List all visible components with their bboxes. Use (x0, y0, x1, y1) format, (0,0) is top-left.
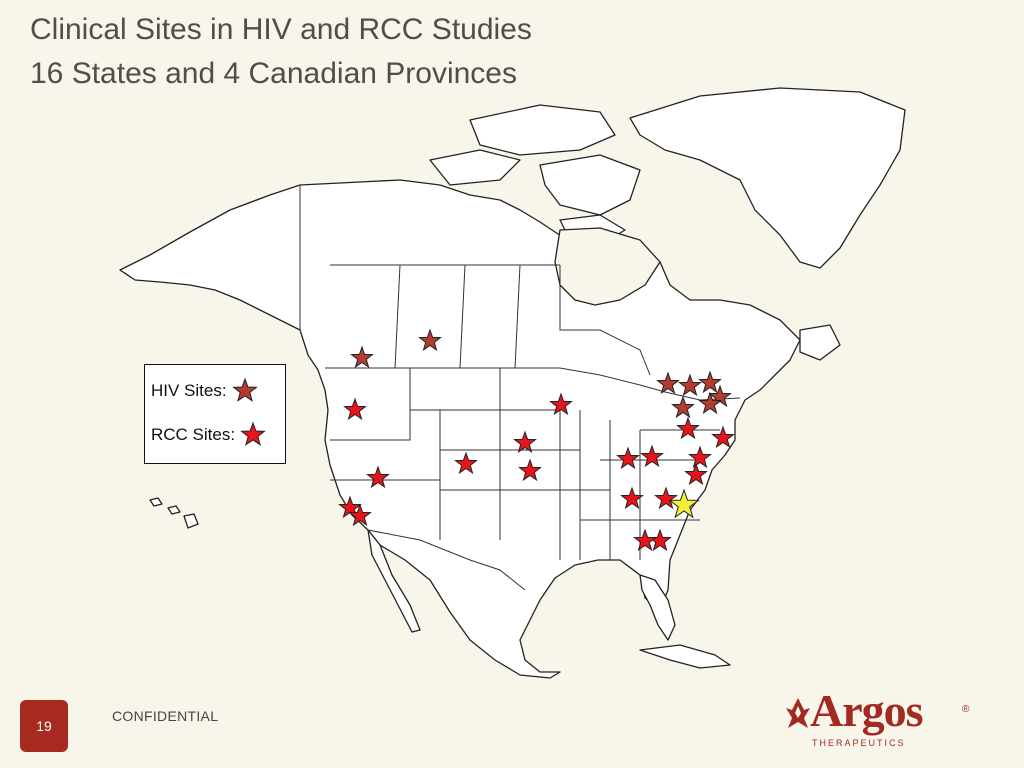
logo-registered-mark: ® (962, 704, 970, 715)
page-number-badge: 19 (20, 700, 68, 752)
arctic-island (469, 104, 616, 156)
greenland-landmass (629, 87, 906, 269)
rcc-site-marker (348, 503, 372, 527)
hudson-bay (554, 227, 661, 306)
rcc-site-marker (640, 444, 664, 468)
confidential-label: CONFIDENTIAL (112, 708, 219, 724)
logo-tagline: THERAPEUTICS (812, 738, 906, 748)
rcc-site-marker (633, 528, 657, 552)
hawaii-island (167, 505, 181, 515)
hiv-star-icon-shape (231, 377, 258, 402)
hiv-star-icon (231, 377, 258, 402)
newfoundland-island (799, 324, 841, 361)
arctic-island (539, 154, 641, 216)
company-logo: Argos ® THERAPEUTICS (780, 685, 980, 756)
legend-hiv-label: HIV Sites: (151, 381, 227, 400)
title-line-1: Clinical Sites in HIV and RCC Studies (30, 13, 532, 46)
hiv-site-marker (418, 328, 442, 352)
rcc-site-marker (684, 462, 708, 486)
rcc-site-marker (513, 430, 537, 454)
caribbean-island (639, 644, 731, 669)
rcc-site-marker (616, 446, 640, 470)
hiv-site-marker (671, 395, 695, 419)
hiv-site-marker (698, 370, 722, 394)
rcc-site-marker (366, 465, 390, 489)
rcc-site-marker (454, 451, 478, 475)
hiv-site-marker (678, 373, 702, 397)
baja-california (367, 529, 421, 633)
rcc-site-marker (676, 416, 700, 440)
rcc-site-marker (688, 445, 712, 469)
rcc-site-marker (620, 486, 644, 510)
rcc-star-icon (240, 421, 266, 446)
page-number: 19 (36, 718, 52, 734)
rcc-site-marker (711, 425, 735, 449)
rcc-site-marker (518, 458, 542, 482)
rcc-site-marker (343, 397, 367, 421)
hawaii-island (149, 497, 163, 507)
legend-rcc-label: RCC Sites: (151, 425, 236, 444)
hq-site-marker (668, 488, 700, 519)
hiv-site-marker (350, 345, 374, 369)
hiv-site-marker (656, 371, 680, 395)
florida-peninsula (639, 574, 676, 641)
rcc-site-marker (549, 392, 573, 416)
arctic-island (429, 149, 521, 186)
province-borders (330, 264, 651, 376)
logo-flame-icon (786, 698, 810, 728)
slide-title: Clinical Sites in HIV and RCC Studies 16… (30, 8, 532, 96)
rcc-site-marker (654, 486, 678, 510)
rcc-star-icon-shape (240, 421, 266, 446)
logo-wordmark: Argos (810, 685, 924, 736)
us-canada-border (325, 367, 741, 401)
us-mexico-border (367, 529, 526, 591)
title-line-2: 16 States and 4 Canadian Provinces (30, 57, 517, 90)
legend-hiv-row: HIV Sites: (151, 377, 259, 405)
hiv-site-marker (698, 391, 722, 415)
map-legend: HIV Sites: RCC Sites: (144, 364, 286, 464)
hawaii-island (183, 513, 199, 529)
legend-rcc-row: RCC Sites: (151, 421, 267, 449)
